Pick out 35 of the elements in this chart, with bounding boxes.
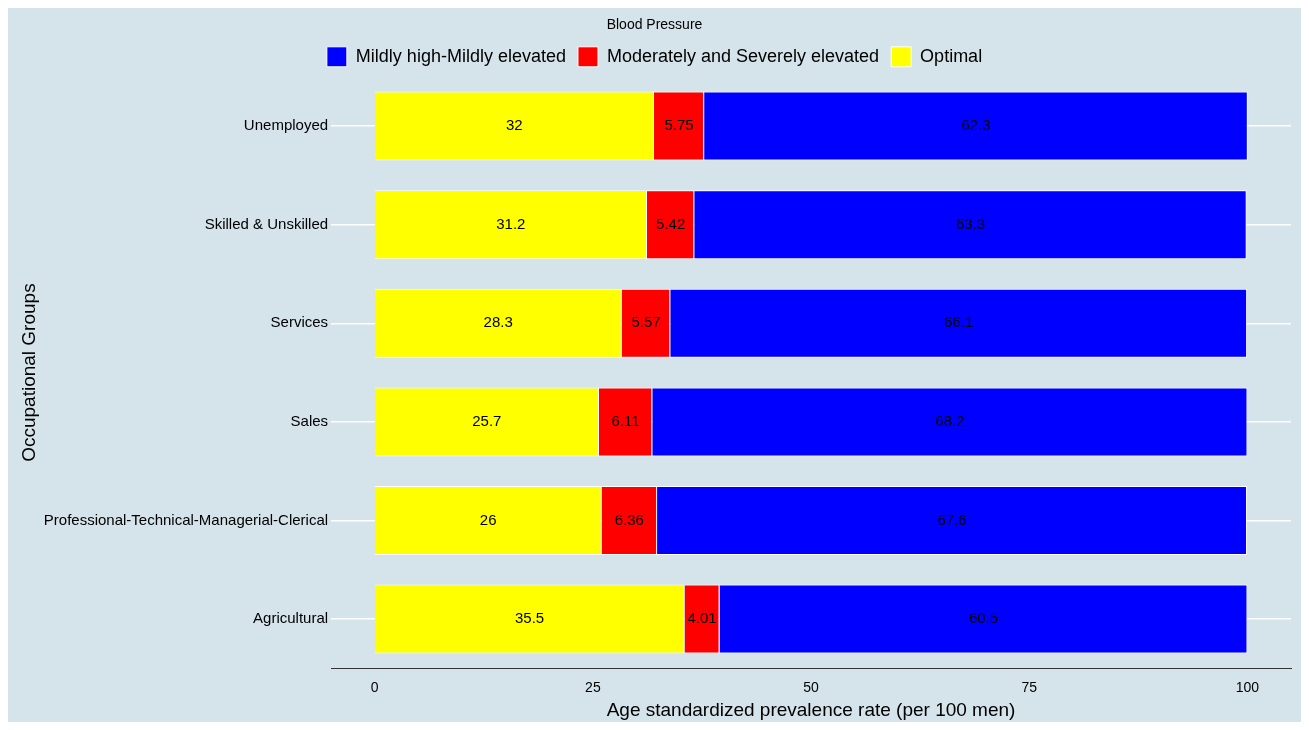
data-label: 32 xyxy=(506,116,523,134)
x-tick-label: 75 xyxy=(1021,678,1038,695)
data-label: 28.3 xyxy=(483,313,513,331)
data-label: 5.75 xyxy=(664,116,694,134)
x-tick-label: 50 xyxy=(803,678,820,695)
y-tick-label: Professional-Technical-Managerial-Clerical xyxy=(43,510,329,528)
data-label: 60.5 xyxy=(968,609,999,627)
y-axis-title: Occupational Groups xyxy=(17,283,39,462)
y-tick-label: Skilled & Unskilled xyxy=(204,214,329,232)
legend-label: Mildly high-Mildly elevated xyxy=(355,45,566,66)
data-label: 6.36 xyxy=(614,510,644,528)
data-label: 31.2 xyxy=(496,214,526,232)
data-label: 35.5 xyxy=(515,609,545,627)
data-label: 68.2 xyxy=(935,412,965,430)
data-label: 25.7 xyxy=(472,412,502,430)
y-tick-label: Agricultural xyxy=(253,609,329,627)
x-tick-label: 25 xyxy=(585,678,601,695)
data-label: 4.01 xyxy=(687,609,717,627)
data-label: 5.57 xyxy=(631,313,661,331)
legend-title: Blood Pressure xyxy=(606,15,703,32)
data-label: 62.3 xyxy=(961,116,991,134)
x-tick-label: 0 xyxy=(370,678,379,695)
y-tick-label: Sales xyxy=(290,412,329,430)
legend-label: Optimal xyxy=(920,45,983,66)
x-axis-title: Age standardized prevalence rate (per 100 men) xyxy=(606,698,1016,720)
y-tick-label: Services xyxy=(270,313,329,331)
data-label: 67.6 xyxy=(937,510,967,528)
data-label: 26 xyxy=(479,510,497,528)
data-label: 6.11 xyxy=(611,412,640,430)
y-tick-label: Unemployed xyxy=(243,116,329,134)
data-label: 5.42 xyxy=(656,214,686,232)
data-label: 66.1 xyxy=(944,313,974,331)
legend-label: Moderately and Severely elevated xyxy=(606,45,880,66)
x-tick-label: 100 xyxy=(1235,678,1260,695)
data-label: 63.3 xyxy=(955,214,986,232)
